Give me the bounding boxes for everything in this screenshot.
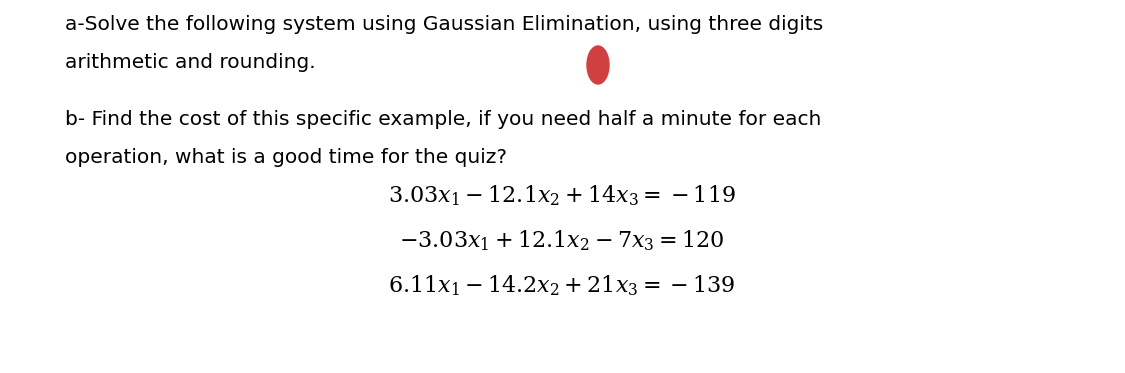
Text: $3.03x_1 - 12.1x_2 + 14x_3 = -119$: $3.03x_1 - 12.1x_2 + 14x_3 = -119$ [388, 183, 736, 208]
Text: operation, what is a good time for the quiz?: operation, what is a good time for the q… [65, 148, 507, 167]
Ellipse shape [587, 46, 609, 84]
Text: $-3.03x_1 + 12.1x_2 - 7x_3 = 120$: $-3.03x_1 + 12.1x_2 - 7x_3 = 120$ [399, 228, 724, 253]
Text: b- Find the cost of this specific example, if you need half a minute for each: b- Find the cost of this specific exampl… [65, 110, 821, 129]
Text: arithmetic and rounding.: arithmetic and rounding. [65, 53, 316, 72]
Text: $6.11x_1 - 14.2x_2 + 21x_3 = -139$: $6.11x_1 - 14.2x_2 + 21x_3 = -139$ [388, 273, 736, 298]
Text: a-Solve the following system using Gaussian Elimination, using three digits: a-Solve the following system using Gauss… [65, 15, 823, 34]
